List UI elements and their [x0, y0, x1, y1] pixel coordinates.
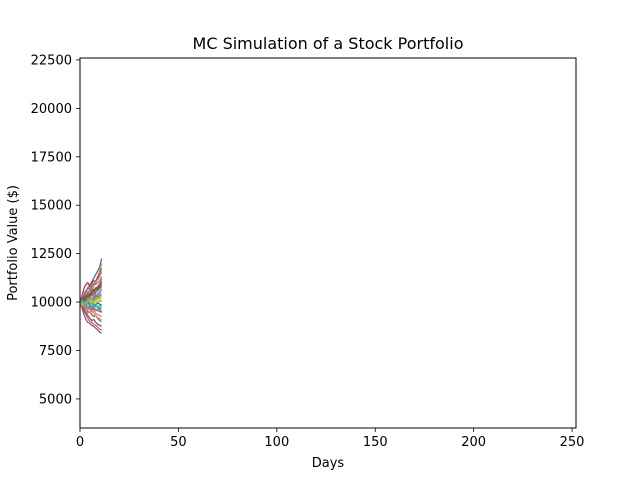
series-line [79, 301, 102, 334]
series-line [79, 301, 102, 327]
y-tick-label: 10000 [31, 296, 72, 311]
x-axis: 0 50 100 150 200 250 [76, 428, 585, 450]
y-tick-label: 22500 [31, 53, 72, 68]
y-tick-label: 20000 [31, 102, 72, 117]
series-lines [79, 258, 103, 334]
x-axis-label: Days [312, 456, 345, 471]
y-tick-label: 17500 [31, 150, 72, 165]
series-line [79, 282, 103, 303]
y-tick-label: 5000 [39, 392, 72, 407]
y-axis-label: Portfolio Value ($) [6, 185, 21, 301]
series-line [79, 276, 103, 303]
x-tick-label: 150 [363, 435, 388, 450]
series-line [79, 301, 102, 331]
x-tick-label: 250 [560, 435, 585, 450]
series-line [79, 299, 102, 309]
y-axis: 5000 7500 10000 12500 15000 17500 20000 22500 [31, 53, 80, 407]
series-line [79, 285, 102, 303]
y-tick-label: 7500 [39, 344, 72, 359]
x-tick-label: 50 [170, 435, 187, 450]
plot-frame [79, 57, 577, 429]
y-tick-label: 12500 [31, 247, 72, 262]
chart-title: MC Simulation of a Stock Portfolio [193, 34, 464, 53]
y-tick-label: 15000 [31, 199, 72, 214]
x-tick-label: 0 [76, 435, 84, 450]
series-line [79, 301, 102, 321]
x-tick-label: 100 [264, 435, 289, 450]
series-line [79, 272, 103, 303]
x-tick-label: 200 [461, 435, 486, 450]
